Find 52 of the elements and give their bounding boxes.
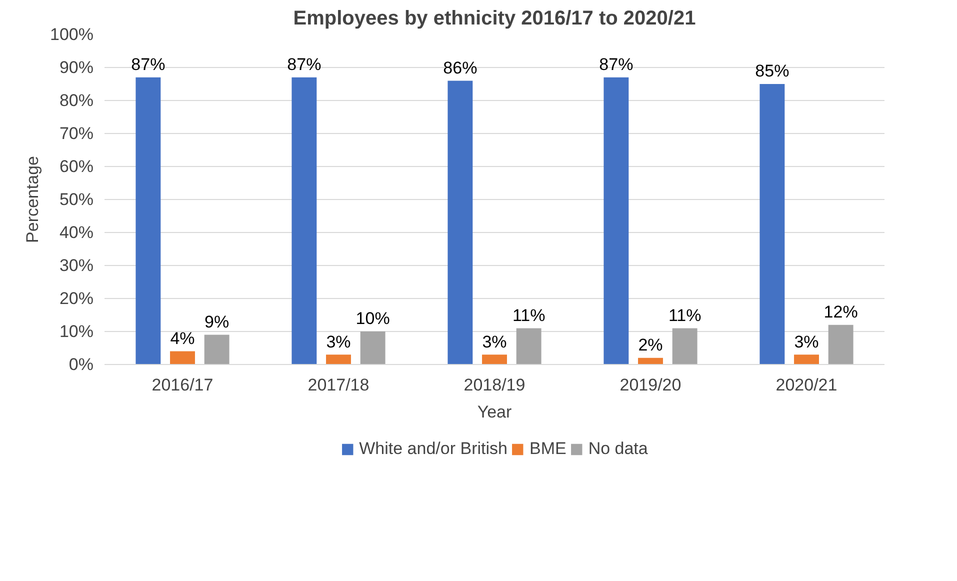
y-tick-label: 70% [59,124,94,143]
bar [672,328,698,364]
bar [136,77,161,364]
data-label: 87% [599,55,634,74]
data-label: 87% [131,55,166,74]
data-label: 86% [443,58,478,78]
legend-label: White and/or British [359,439,508,459]
bar [760,84,785,364]
data-label: 3% [794,332,819,352]
x-axis-title: Year [477,402,512,422]
x-tick-label: 2016/17 [152,376,214,394]
y-tick-label: 60% [59,157,94,176]
data-label: 4% [170,329,195,348]
chart-title: Employees by ethnicity 2016/17 to 2020/21 [293,8,696,30]
data-label: 3% [326,332,351,352]
y-tick-label: 20% [59,289,94,308]
data-label: 11% [668,306,702,325]
y-tick-label: 30% [59,256,94,275]
y-axis-title: Percentage [23,156,42,243]
data-label: 10% [356,309,390,328]
bar [326,354,351,364]
data-label: 12% [824,302,858,322]
bar [360,332,386,364]
bar [170,351,195,364]
legend-label: BME [529,439,566,459]
bar [448,80,473,364]
y-tick-label: 0% [68,355,94,374]
data-label: 2% [638,336,663,355]
legend-label: No data [588,439,648,459]
y-tick-label: 50% [59,190,94,209]
data-label: 85% [755,62,790,81]
y-tick-label: 100% [50,25,94,44]
data-label: 87% [287,55,322,74]
x-tick-label: 2018/19 [464,376,526,394]
bar [794,354,819,364]
bar [604,77,629,364]
y-tick-label: 40% [59,223,94,242]
y-tick-label: 90% [59,58,94,77]
bar [638,358,663,364]
data-label: 11% [512,306,546,325]
data-label: 3% [482,332,507,352]
bar [828,324,854,364]
bar [516,328,542,364]
x-tick-label: 2020/21 [776,376,838,394]
data-label: 9% [204,312,230,332]
y-tick-label: 80% [59,91,94,110]
y-tick-label: 10% [59,322,94,341]
bar [482,354,507,364]
bar [204,334,230,364]
x-tick-label: 2017/18 [308,376,370,394]
x-tick-label: 2019/20 [620,376,682,394]
bar [292,77,317,364]
